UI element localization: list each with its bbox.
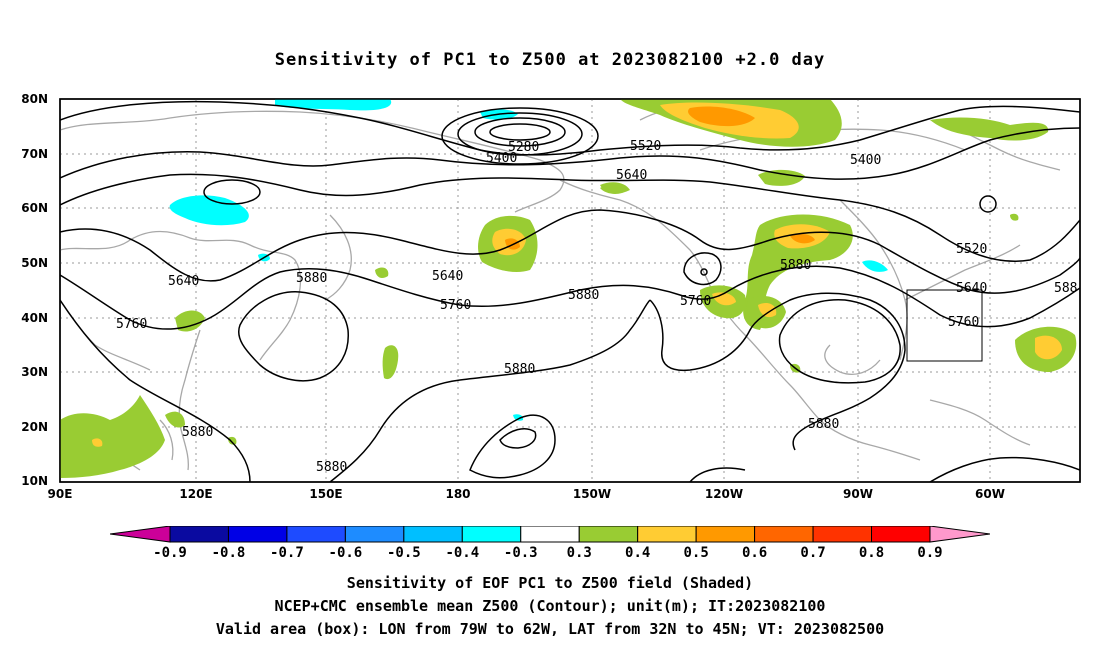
colorbar-label: -0.6 [328, 545, 363, 561]
colorbar-label: -0.7 [270, 545, 304, 561]
shade-cyan-1 [275, 99, 392, 111]
lon-label: 90W [843, 487, 873, 501]
contour-label: 5760 [680, 294, 711, 309]
lat-label: 60N [21, 201, 48, 215]
colorbar-label: -0.3 [503, 545, 538, 561]
shade-green-11 [175, 310, 205, 332]
coastlines [60, 106, 1061, 471]
colorbar-cell [461, 526, 522, 543]
lat-label: 50N [21, 256, 48, 270]
contour-label: 5640 [432, 269, 463, 284]
sensitivity-shading [60, 99, 1077, 478]
colorbar-label: 0.4 [625, 545, 651, 561]
shade-green-13 [375, 267, 389, 278]
contour-label: 5880 [316, 460, 347, 475]
shade-green-6 [743, 214, 853, 330]
lon-label: 150W [572, 487, 612, 501]
chart-title: Sensitivity of PC1 to Z500 at 2023082100… [274, 50, 826, 70]
shade-green-14 [60, 395, 165, 478]
contour-label: 5520 [630, 139, 661, 154]
lon-label: 90E [47, 487, 73, 501]
shade-green-3 [758, 169, 805, 186]
lat-label: 80N [21, 92, 48, 106]
shade-yellow-7 [92, 438, 103, 447]
footer-line-3: Valid area (box): LON from 79W to 62W, L… [215, 620, 885, 638]
colorbar-label: -0.4 [445, 545, 480, 561]
colorbar-label: 0.9 [917, 545, 943, 561]
footer-line-2: NCEP+CMC ensemble mean Z500 (Contour); u… [274, 597, 826, 615]
contour-label: 5640 [616, 168, 647, 183]
colorbar-label: 0.8 [858, 545, 885, 561]
colorbar-cell [695, 526, 756, 543]
contour-label: 5880 [296, 271, 327, 286]
colorbar-cell [637, 526, 697, 543]
shade-orange-1 [688, 106, 755, 127]
contour-label: 5760 [116, 317, 147, 332]
lon-label: 180 [445, 487, 471, 501]
lat-label: 10N [21, 474, 48, 488]
contour-label: 5880 [780, 258, 811, 273]
lat-label: 20N [21, 420, 48, 434]
contour-label: 588 [1054, 281, 1077, 296]
colorbar-cell [227, 526, 288, 543]
lon-label: 150E [309, 487, 343, 501]
grid-lines [60, 99, 1080, 482]
lat-label: 40N [21, 311, 48, 325]
colorbar-cell [344, 526, 405, 543]
colorbar-cell [403, 526, 463, 543]
colorbar [110, 526, 990, 543]
lon-label: 60W [975, 487, 1005, 501]
shade-green-16 [228, 436, 237, 445]
z500-contours [60, 100, 1080, 482]
contour-label: 5880 [808, 417, 839, 432]
colorbar-label: 0.3 [566, 545, 592, 561]
valid-area-box [906, 289, 983, 362]
contour-label: 5880 [568, 288, 599, 303]
shade-green-12 [382, 345, 399, 380]
shade-yellow-6 [1035, 335, 1062, 360]
contour-label: 5400 [486, 151, 517, 166]
colorbar-low-arrow [110, 526, 171, 543]
colorbar-label: 0.6 [741, 545, 768, 561]
map-panel: 5280 5400 5520 5400 5640 5640 5640 5760 … [59, 98, 1081, 483]
lon-label: 120W [704, 487, 744, 501]
shade-orange-3 [790, 233, 815, 244]
contour-label: 5880 [182, 425, 213, 440]
colorbar-label: -0.9 [153, 545, 187, 561]
contour-labels: 5280 5400 5520 5400 5640 5640 5640 5760 … [116, 139, 1077, 475]
shade-cyan-6 [513, 414, 524, 421]
lat-label: 30N [21, 365, 48, 379]
lon-label: 120E [179, 487, 213, 501]
colorbar-cell [871, 526, 931, 543]
colorbar-cell [812, 526, 873, 543]
contour-label: 5760 [440, 298, 471, 313]
colorbar-cell [754, 526, 814, 543]
shade-green-10 [600, 182, 630, 194]
shade-green-15 [165, 411, 185, 428]
colorbar-label: 0.5 [683, 545, 709, 561]
colorbar-cell [578, 526, 639, 543]
contour-label: 5880 [504, 362, 535, 377]
shade-yellow-5 [758, 303, 777, 318]
shade-cyan-2 [169, 195, 249, 226]
contour-label: 5520 [956, 242, 987, 257]
contour-label: 5400 [850, 153, 881, 168]
colorbar-cell [520, 526, 580, 543]
shade-cyan-5 [862, 260, 888, 272]
colorbar-label: -0.8 [211, 545, 246, 561]
colorbar-cell [169, 526, 229, 543]
colorbar-label: -0.5 [386, 545, 421, 561]
lat-label: 70N [21, 147, 48, 161]
shade-green-2 [930, 117, 1049, 141]
footer-line-1: Sensitivity of EOF PC1 to Z500 field (Sh… [346, 574, 754, 592]
colorbar-high-arrow [929, 526, 990, 543]
contour-label: 5280 [508, 140, 539, 155]
contour-label: 5640 [956, 281, 987, 296]
colorbar-cell [286, 526, 346, 543]
shade-green-17 [1010, 213, 1019, 221]
contour-label: 5640 [168, 274, 199, 289]
contour-label: 5760 [948, 315, 979, 330]
colorbar-label: 0.7 [800, 545, 826, 561]
